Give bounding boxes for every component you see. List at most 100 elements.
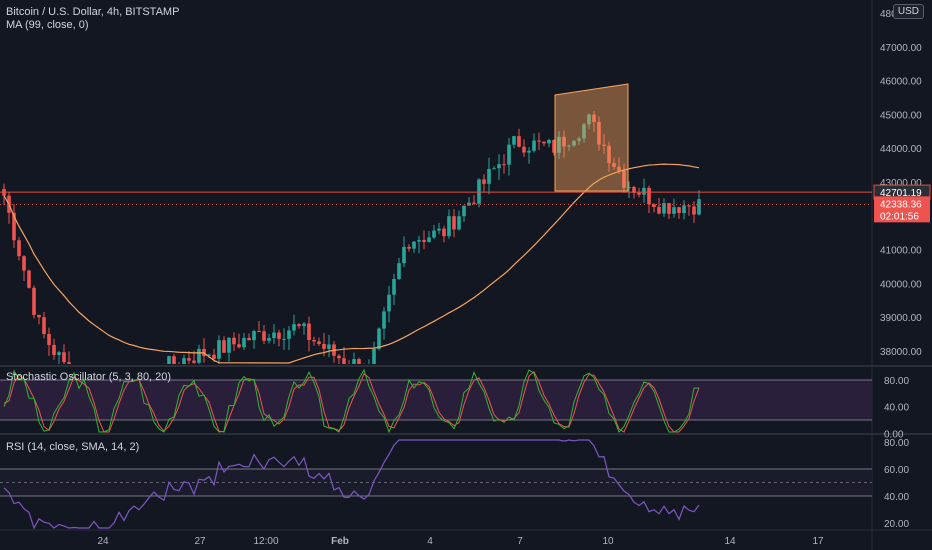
candle-body <box>507 144 511 165</box>
candle-body <box>382 311 386 329</box>
stoch-tick-label: 0.00 <box>884 429 904 440</box>
candle-body <box>617 166 621 171</box>
candle-body <box>427 237 431 242</box>
time-tick-label: 27 <box>194 536 206 547</box>
candle-body <box>582 124 586 139</box>
candle-body <box>327 344 331 349</box>
candle-body <box>412 241 416 249</box>
stoch-k-line <box>3 368 700 434</box>
price-tick-label: 46000.00 <box>880 77 922 88</box>
candle-body <box>407 246 411 249</box>
candle-body <box>527 150 531 153</box>
rsi-tick-label: 40.00 <box>884 492 909 503</box>
time-tick-label: 7 <box>517 536 523 547</box>
candle-body <box>467 202 471 206</box>
candle-body <box>417 240 421 242</box>
candle-body <box>227 337 231 353</box>
candle-body <box>262 331 266 341</box>
candle-body <box>562 136 566 147</box>
candle-body <box>267 338 271 341</box>
candle-body <box>37 314 41 318</box>
candle-body <box>522 146 526 153</box>
candle-body <box>237 344 241 348</box>
candle-body <box>597 122 601 145</box>
candle-body <box>622 170 626 188</box>
rsi-tick-label: 60.00 <box>884 465 909 476</box>
candle-body <box>502 164 506 166</box>
candle-body <box>392 279 396 295</box>
currency-button[interactable]: USD <box>892 4 924 19</box>
last-price-label: 42338.36 <box>880 199 922 210</box>
time-tick-label: 4 <box>427 536 433 547</box>
candle-body <box>672 207 676 214</box>
candle-body <box>252 331 256 341</box>
rsi-legend: RSI (14, close, SMA, 14, 2) <box>6 441 140 453</box>
candle-body <box>402 246 406 264</box>
candle-body <box>612 163 616 167</box>
rsi-line <box>3 439 700 530</box>
candle-body <box>647 187 651 205</box>
candle-body <box>257 331 261 333</box>
candle-body <box>657 207 661 214</box>
ma-line <box>3 163 700 364</box>
candle-body <box>572 140 576 146</box>
candle-body <box>472 202 476 204</box>
candle-body <box>687 205 691 207</box>
candle-body <box>482 179 486 184</box>
candle-body <box>247 337 251 341</box>
last-price-tag <box>874 196 930 223</box>
candle-body <box>197 348 201 363</box>
time-tick-label: 17 <box>812 536 824 547</box>
price-tick-label: 43000.00 <box>880 178 922 189</box>
countdown-label: 02:01:56 <box>880 211 919 222</box>
candle-body <box>12 212 16 241</box>
candle-body <box>322 343 326 349</box>
candle-body <box>222 340 226 353</box>
candle-body <box>697 199 701 215</box>
candle-body <box>22 256 26 271</box>
candle-body <box>342 358 346 364</box>
candle-body <box>282 338 286 340</box>
candle-body <box>217 340 221 359</box>
candle-body <box>607 145 611 164</box>
candle-body <box>457 216 461 230</box>
ma-legend: MA (99, close, 0) <box>6 19 89 31</box>
stoch-legend: Stochastic Oscillator (5, 3, 80, 20) <box>6 371 172 383</box>
candle-body <box>637 192 641 195</box>
candle-body <box>372 348 376 364</box>
stoch-band <box>0 380 872 420</box>
candle-body <box>187 358 191 361</box>
candle-body <box>387 294 391 312</box>
candle-body <box>287 330 291 339</box>
candle-body <box>667 203 671 214</box>
candle-body <box>517 136 521 147</box>
time-tick-label: 14 <box>724 536 736 547</box>
drawing-rectangle <box>554 83 629 192</box>
candle-body <box>632 186 636 193</box>
candle-body <box>462 205 466 217</box>
candle-body <box>312 340 316 342</box>
candle-body <box>677 207 681 214</box>
candle-body <box>627 186 631 188</box>
time-tick-label: Feb <box>331 536 349 547</box>
candle-body <box>567 145 571 147</box>
candle-body <box>302 323 306 327</box>
candle-body <box>297 324 301 327</box>
candle-body <box>587 114 591 125</box>
candle-body <box>67 362 71 364</box>
stoch-d-line <box>3 370 700 433</box>
candle-body <box>422 240 426 242</box>
candle-body <box>547 140 551 144</box>
price-tick-label: 40000.00 <box>880 279 922 290</box>
candle-body <box>17 240 21 257</box>
candle-body <box>692 206 696 215</box>
candle-body <box>642 187 646 195</box>
candle-body <box>487 168 491 184</box>
candle-body <box>167 356 171 364</box>
candle-body <box>47 333 51 345</box>
price-tick-label: 45000.00 <box>880 110 922 121</box>
stoch-tick-label: 40.00 <box>884 403 909 414</box>
candle-body <box>602 144 606 146</box>
